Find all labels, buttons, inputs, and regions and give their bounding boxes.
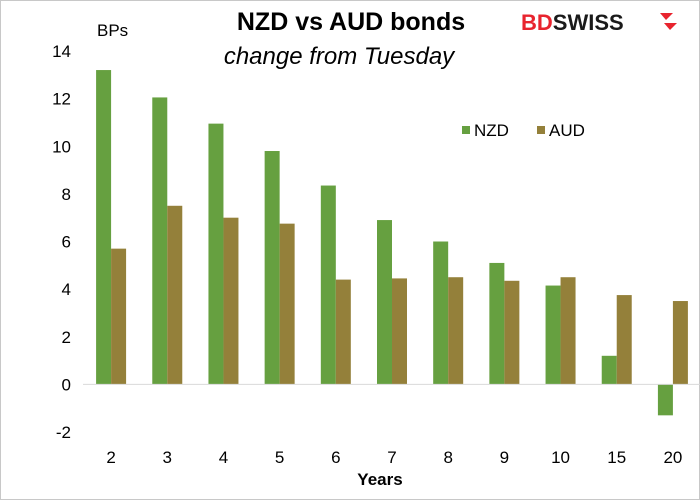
y-axis-label: BPs (97, 21, 128, 40)
bar-aud (448, 277, 464, 385)
y-tick-label: 12 (52, 90, 71, 109)
chart-subtitle: change from Tuesday (224, 43, 456, 70)
bar-aud (392, 278, 407, 385)
y-tick-label: 0 (62, 375, 71, 394)
x-tick-label: 7 (387, 448, 396, 467)
x-tick-label: 3 (163, 448, 172, 467)
x-tick-label: 10 (551, 448, 570, 467)
bar-aud (504, 280, 520, 385)
y-tick-label: 10 (52, 137, 71, 156)
legend-label: NZD (474, 121, 509, 140)
x-tick-label: 20 (663, 448, 682, 467)
y-tick-label: 14 (52, 42, 71, 61)
legend-swatch (537, 126, 545, 134)
chart-title: NZD vs AUD bonds (237, 8, 465, 36)
x-tick-label: 6 (331, 448, 340, 467)
logo-suffix: SWISS (553, 10, 624, 35)
bar-aud (560, 277, 576, 385)
bar-nzd (545, 285, 561, 385)
logo-mark-icon (660, 13, 673, 20)
bar-nzd (96, 70, 112, 385)
bar-aud (223, 217, 239, 385)
bar-nzd (657, 384, 673, 416)
bar-nzd (601, 355, 617, 385)
y-tick-label: 4 (62, 280, 71, 299)
bar-aud (672, 301, 688, 385)
bar-aud (111, 248, 127, 385)
y-tick-label: 6 (62, 233, 71, 252)
bar-nzd (152, 97, 168, 385)
bar-aud (167, 205, 183, 385)
x-tick-label: 4 (219, 448, 228, 467)
legend-swatch (462, 126, 470, 134)
svg-text:BDSWISS: BDSWISS (521, 10, 624, 35)
bar-nzd (320, 185, 336, 385)
bar-nzd (489, 262, 505, 385)
logo-prefix: BD (521, 10, 553, 35)
y-tick-label: 8 (62, 185, 71, 204)
brand-logo: BDSWISS (521, 10, 677, 35)
x-tick-label: 15 (607, 448, 626, 467)
bar-aud (335, 279, 351, 385)
bar-nzd (208, 123, 224, 385)
logo-mark-icon (664, 23, 677, 30)
x-tick-label: 5 (275, 448, 284, 467)
x-tick-label: 8 (443, 448, 452, 467)
x-axis-label: Years (357, 470, 402, 489)
x-tick-label: 9 (500, 448, 509, 467)
y-tick-label: 2 (62, 328, 71, 347)
bar-aud (279, 223, 295, 385)
bar-nzd (377, 220, 392, 385)
x-tick-label: 2 (106, 448, 115, 467)
bar-nzd (264, 151, 280, 385)
y-tick-label: -2 (56, 423, 71, 442)
bar-aud (616, 295, 632, 385)
legend-label: AUD (549, 121, 585, 140)
bar-nzd (433, 241, 449, 385)
